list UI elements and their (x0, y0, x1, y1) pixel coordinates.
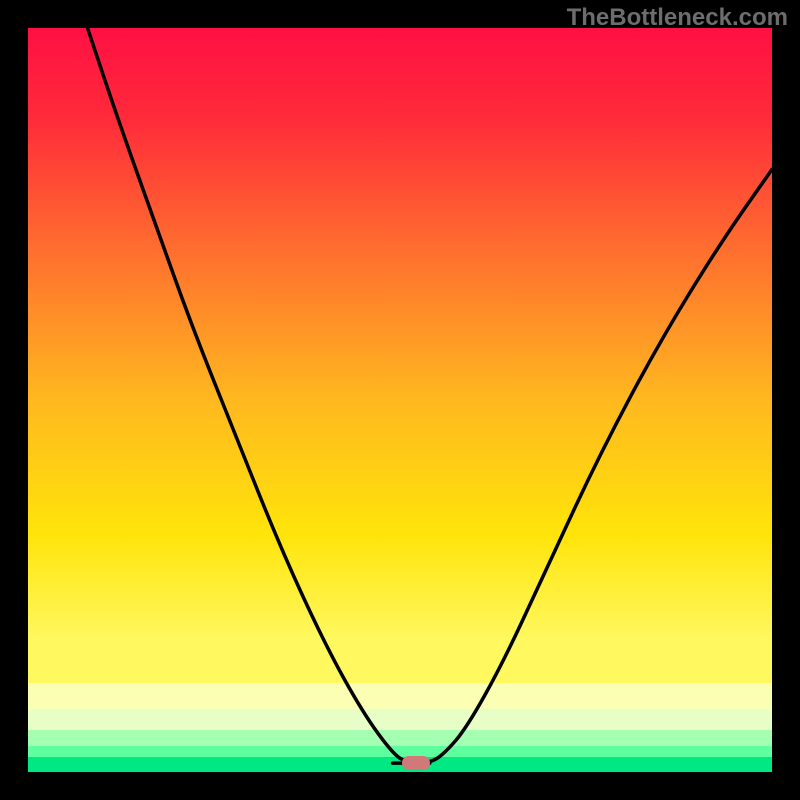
optimal-point-marker (402, 756, 430, 770)
bottleneck-curve (28, 28, 772, 772)
chart-plot-area (28, 28, 772, 772)
watermark-text: TheBottleneck.com (567, 4, 788, 32)
